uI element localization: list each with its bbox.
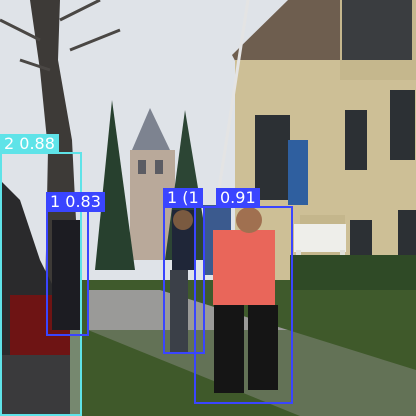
- detection-box-1a: 1 0.83: [46, 192, 105, 336]
- detection-box-1b: 1 (1: [163, 188, 205, 354]
- church-sign: [294, 224, 346, 252]
- church-banner: [288, 140, 308, 205]
- person-orange-jacket: [213, 230, 275, 305]
- detection-label-2: 2 0.88: [0, 134, 59, 154]
- detection-label-0: 0.91: [216, 188, 260, 208]
- detection-box-2: 2 0.88: [0, 134, 82, 416]
- detection-label-1b: 1 (1: [163, 188, 203, 208]
- detection-label-1a: 1 0.83: [46, 192, 105, 212]
- distant-steeple: [132, 108, 170, 150]
- detection-box-0: 0.91: [194, 188, 293, 404]
- evergreen-tree-left: [95, 100, 135, 270]
